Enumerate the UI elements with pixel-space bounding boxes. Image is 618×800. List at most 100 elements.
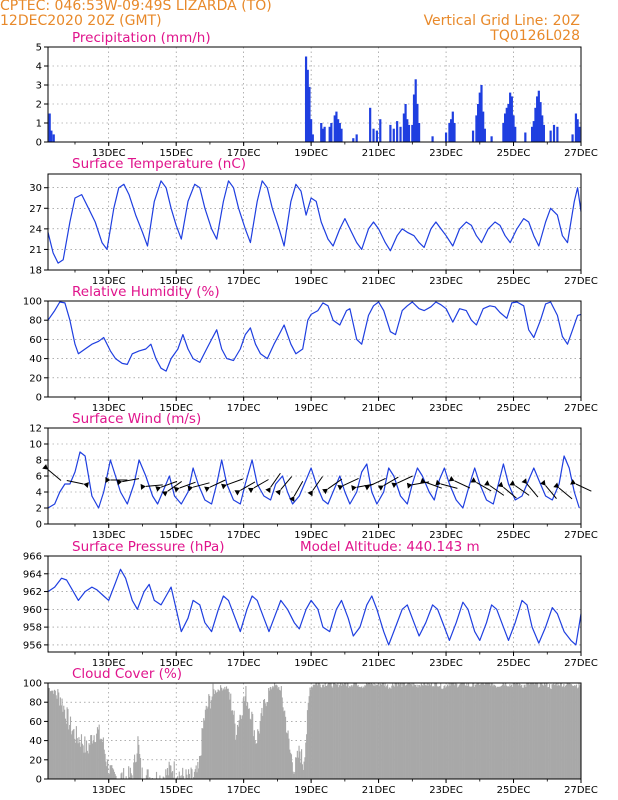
- precip-bar: [483, 128, 486, 142]
- header-station: CPTEC: 046:53W-09:49S LIZARDA (TO): [0, 0, 272, 14]
- cloud-column: [434, 683, 436, 779]
- cloud-column: [410, 684, 412, 779]
- cloud-column: [559, 683, 562, 779]
- cloud-column: [208, 694, 210, 779]
- cloud-column: [139, 754, 141, 779]
- wind-vector: [167, 481, 182, 492]
- precip-bar: [537, 90, 540, 142]
- y-tick-label: 958: [23, 623, 42, 634]
- wind-arrowhead: [247, 487, 254, 494]
- cloud-column: [205, 705, 207, 779]
- cloud-column: [290, 752, 292, 779]
- cloud-column: [56, 698, 58, 779]
- precip-bar: [416, 104, 419, 142]
- cloud-column: [523, 685, 525, 779]
- cloud-column: [342, 683, 344, 779]
- x-tick-label: 17DEC: [227, 785, 261, 796]
- cloud-column: [278, 686, 280, 779]
- cloud-column: [395, 683, 397, 779]
- cloud-column: [352, 685, 354, 779]
- cloud-column: [74, 738, 76, 779]
- cloud-column: [62, 711, 64, 779]
- panel-4: 0 2 4 6 8 10 12 13DEC 15DEC 17DEC 19DEC 21DEC 23DEC 2…: [29, 411, 598, 541]
- cloud-column: [393, 686, 395, 779]
- cloud-column: [452, 683, 454, 779]
- cloud-column: [215, 692, 217, 779]
- cloud-column: [461, 683, 463, 779]
- precip-bar: [369, 107, 372, 142]
- cloud-column: [379, 683, 381, 779]
- cloud-column: [134, 762, 137, 779]
- cloud-column: [247, 702, 249, 779]
- wind-arrowhead: [140, 483, 146, 490]
- x-tick-label: 21DEC: [362, 658, 396, 669]
- cloud-column: [231, 710, 233, 779]
- wind-arrowhead: [105, 477, 111, 483]
- y-tick-label: 18: [29, 266, 42, 277]
- cloud-column: [80, 734, 83, 779]
- cloud-column: [516, 683, 519, 779]
- cloud-column: [193, 777, 195, 779]
- cloud-column: [247, 709, 250, 779]
- cloud-column: [537, 683, 539, 779]
- cloud-column: [451, 683, 453, 779]
- cloud-column: [113, 771, 115, 779]
- cloud-column: [520, 685, 522, 779]
- cloud-column: [360, 686, 363, 779]
- cloud-column: [343, 684, 345, 779]
- cloud-column: [397, 683, 400, 779]
- cloud-column: [496, 686, 498, 779]
- cloud-column: [146, 769, 148, 779]
- cloud-column: [77, 743, 79, 779]
- y-tick-label: 10: [29, 440, 42, 451]
- cloud-column: [547, 687, 549, 779]
- cloud-column: [478, 683, 480, 779]
- x-tick-label: 21DEC: [362, 148, 396, 159]
- cloud-column: [295, 757, 297, 779]
- cloud-column: [206, 708, 208, 779]
- wind-arrowhead: [204, 486, 210, 493]
- cloud-column: [430, 683, 433, 779]
- cloud-column: [532, 683, 534, 779]
- x-tick-label: 19DEC: [294, 148, 328, 159]
- precip-bar: [338, 123, 341, 142]
- x-tick-label: 27DEC: [564, 403, 598, 414]
- cloud-column: [75, 726, 77, 779]
- cloud-column: [415, 686, 417, 779]
- cloud-column: [226, 688, 228, 779]
- cloud-column: [473, 683, 475, 779]
- cloud-column: [79, 742, 81, 779]
- cloud-column: [58, 692, 60, 779]
- wind-vector: [192, 482, 210, 488]
- x-tick-label: 27DEC: [564, 785, 598, 796]
- cloud-column: [69, 724, 71, 779]
- cloud-column: [255, 743, 257, 779]
- cloud-column: [112, 768, 114, 779]
- x-tick-label: 23DEC: [429, 658, 463, 669]
- cloud-column: [96, 727, 99, 779]
- cloud-column: [85, 752, 87, 779]
- cloud-column: [527, 683, 529, 779]
- wind-vector: [293, 481, 304, 497]
- cloud-column: [497, 686, 499, 779]
- cloud-column: [204, 720, 206, 779]
- cloud-column: [531, 683, 533, 779]
- cloud-column: [408, 683, 411, 779]
- cloud-column: [279, 689, 281, 779]
- cloud-column: [293, 773, 295, 779]
- cloud-column: [381, 683, 384, 779]
- x-tick-label: 13DEC: [92, 403, 126, 414]
- cloud-column: [392, 685, 395, 779]
- wind-vector: [342, 477, 359, 487]
- cloud-column: [284, 716, 287, 779]
- y-tick-label: 24: [29, 224, 42, 235]
- cloud-column: [285, 732, 287, 779]
- cloud-column: [129, 767, 131, 779]
- x-tick-label: 13DEC: [92, 148, 126, 159]
- precip-bar: [330, 123, 333, 142]
- cloud-column: [180, 777, 182, 779]
- cloud-column: [371, 684, 373, 779]
- cloud-column: [66, 707, 68, 779]
- cloud-column: [186, 774, 188, 779]
- cloud-column: [337, 683, 339, 779]
